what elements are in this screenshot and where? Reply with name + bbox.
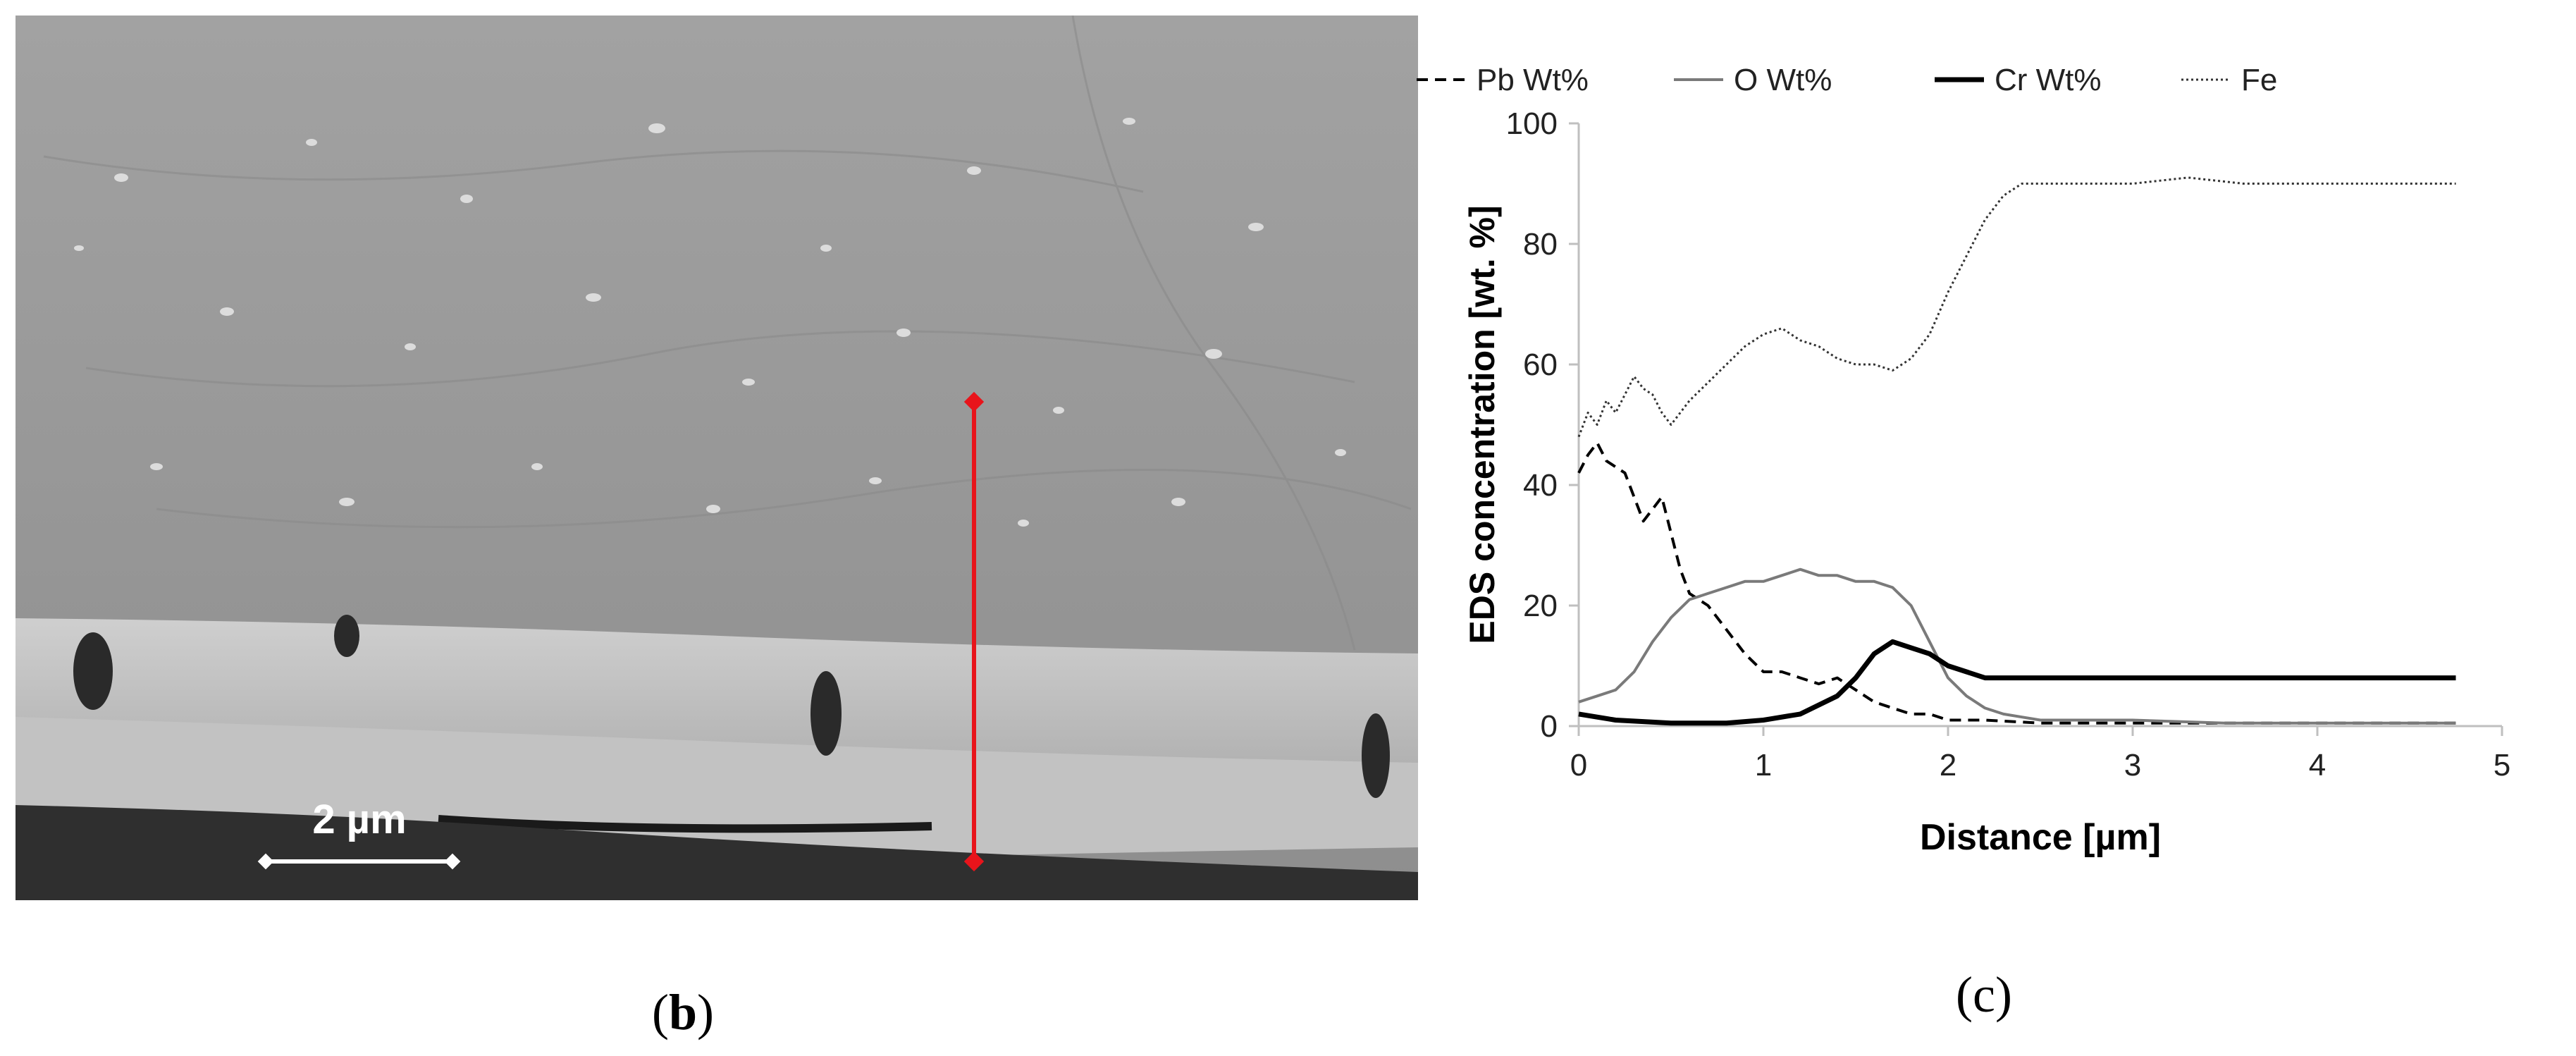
y-tick-label: 100 (1506, 106, 1558, 141)
y-tick-label: 40 (1523, 468, 1558, 503)
y-axis-label: EDS concentration [wt. %] (1462, 205, 1502, 644)
series-line-o (1578, 567, 2456, 725)
panel-c-letter: c (1972, 966, 1995, 1023)
precipitates (74, 118, 1346, 527)
scale-bar-left-cap (257, 853, 274, 870)
cracks (73, 615, 1390, 798)
x-tick-label: 1 (1755, 748, 1772, 782)
scale-bar-right-cap (444, 853, 461, 870)
x-tick-label: 0 (1570, 748, 1587, 782)
panel-b-letter: b (668, 984, 698, 1040)
series-line-cr (1578, 639, 2456, 726)
legend-label-cr: Cr Wt% (1995, 63, 2102, 97)
panel-c-label: (c) (1956, 966, 2012, 1023)
sem-micrograph: 2 µm (16, 16, 1418, 900)
grain-boundaries (43, 16, 1412, 651)
eds-scan-end-marker (963, 851, 985, 872)
eds-scan-start-marker (963, 391, 985, 412)
series-line-fe (1577, 176, 2456, 438)
x-tick-label: 3 (2124, 748, 2141, 782)
chart-axes: 0 20 40 60 80 100 0 1 2 3 4 5 (1506, 106, 2511, 782)
x-axis-label: Distance [µm] (1920, 817, 2161, 858)
chart-legend: Pb Wt% O Wt% Cr Wt% Fe (1417, 63, 2277, 97)
x-tick-label: 2 (1940, 748, 1956, 782)
y-tick-label: 60 (1523, 348, 1558, 382)
chart-series (1577, 176, 2456, 726)
legend-label-o: O Wt% (1734, 63, 1832, 97)
y-tick-label: 0 (1541, 709, 1558, 744)
y-tick-label: 20 (1523, 589, 1558, 623)
series-line-pb (1577, 441, 2456, 725)
x-tick-label: 4 (2309, 748, 2326, 782)
eds-line-profile-chart: Pb Wt% O Wt% Cr Wt% Fe 0 20 40 60 80 100 0 1 2 3 4 5 D… (1417, 63, 2511, 858)
x-tick-label: 5 (2494, 748, 2510, 782)
legend-label-pb: Pb Wt% (1477, 63, 1589, 97)
mounting-resin (16, 805, 1418, 900)
scale-bar-label: 2 µm (312, 797, 406, 842)
interface-crack (438, 815, 932, 833)
y-tick-label: 80 (1523, 227, 1558, 262)
panel-b-label: (b) (652, 984, 715, 1040)
legend-label-fe: Fe (2241, 63, 2277, 97)
